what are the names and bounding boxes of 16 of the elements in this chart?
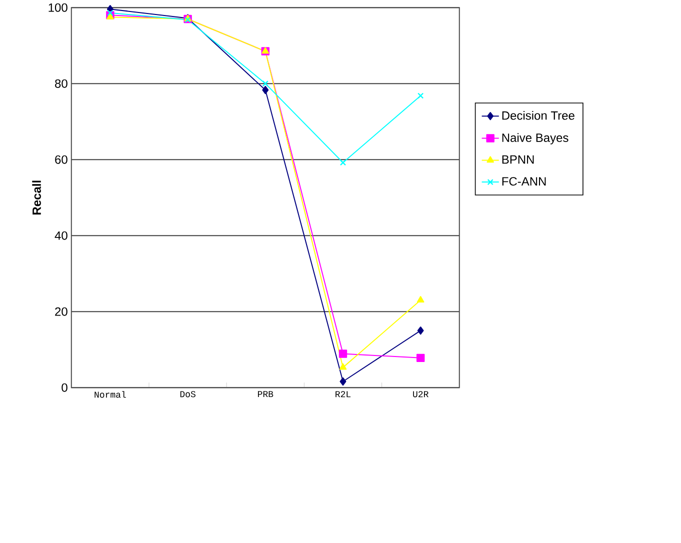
x-tick-label: U2R xyxy=(413,390,428,398)
y-tick-label: 60 xyxy=(55,155,68,164)
y-tick-label: 40 xyxy=(54,231,68,240)
x-tick-label: PRB xyxy=(258,390,274,397)
legend-label: Naive Bayes xyxy=(502,132,568,144)
legend-label: BPNN xyxy=(502,155,534,164)
y-tick-label: 80 xyxy=(55,79,68,88)
y-axis-title: Recall xyxy=(32,180,41,214)
legend-label: Decision Tree xyxy=(502,110,574,120)
x-tick-label: R2L xyxy=(336,390,351,397)
x-tick-label: DoS xyxy=(180,390,196,398)
x-tick-label: Normal xyxy=(94,390,126,398)
legend-label: FC-ANN xyxy=(502,176,546,186)
y-tick-label: 0 xyxy=(62,383,68,392)
y-tick-label: 20 xyxy=(55,307,68,316)
y-tick-label: 100 xyxy=(48,3,68,12)
